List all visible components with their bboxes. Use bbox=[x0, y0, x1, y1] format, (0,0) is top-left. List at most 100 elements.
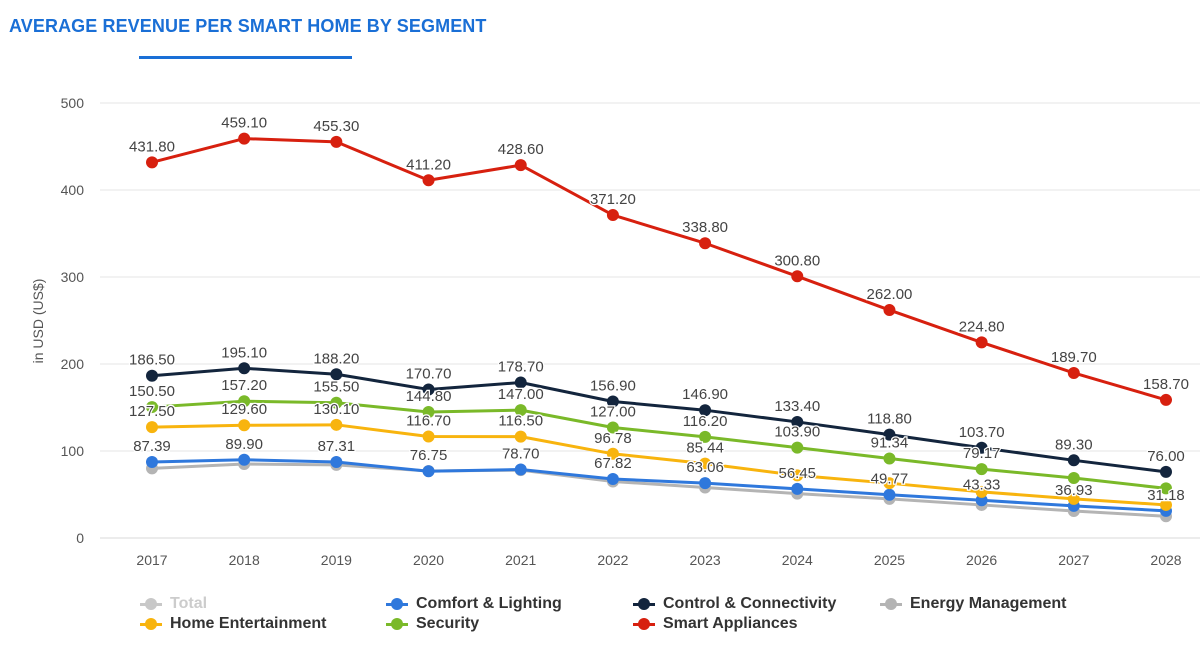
x-tick-label: 2025 bbox=[874, 552, 905, 568]
data-label: 186.50 bbox=[129, 352, 175, 369]
y-tick-label: 300 bbox=[61, 269, 85, 285]
data-point bbox=[238, 132, 251, 145]
data-point bbox=[238, 362, 251, 375]
data-point bbox=[422, 174, 435, 187]
data-point bbox=[422, 383, 435, 396]
data-label: 188.20 bbox=[313, 350, 359, 367]
legend-marker-icon bbox=[386, 598, 408, 610]
data-label: 158.70 bbox=[1143, 376, 1189, 393]
data-point bbox=[791, 482, 804, 495]
data-label: 63.06 bbox=[686, 459, 724, 476]
chart-title: AVERAGE REVENUE PER SMART HOME BY SEGMEN… bbox=[9, 16, 487, 36]
data-point bbox=[1160, 393, 1172, 406]
data-label: 87.39 bbox=[133, 438, 171, 455]
data-label: 130.10 bbox=[313, 401, 359, 418]
data-label: 150.50 bbox=[129, 383, 175, 400]
data-point bbox=[699, 404, 712, 417]
data-label: 89.90 bbox=[225, 436, 263, 453]
data-label: 103.90 bbox=[774, 424, 820, 441]
data-point bbox=[330, 456, 343, 469]
data-label: 178.70 bbox=[498, 359, 544, 376]
data-label: 146.90 bbox=[682, 386, 728, 403]
x-tick-label: 2017 bbox=[136, 552, 167, 568]
data-label: 262.00 bbox=[867, 286, 913, 303]
x-tick-label: 2022 bbox=[597, 552, 628, 568]
data-point bbox=[975, 485, 988, 498]
series-control-connectivity bbox=[146, 362, 1172, 478]
data-point bbox=[238, 419, 251, 432]
data-point bbox=[975, 336, 988, 349]
data-point bbox=[146, 156, 158, 169]
series-line bbox=[151, 399, 1167, 490]
legend-item-control-connectivity[interactable]: Control & Connectivity bbox=[633, 595, 836, 613]
data-label: 87.31 bbox=[318, 438, 356, 455]
data-label: 133.40 bbox=[774, 398, 820, 415]
data-point bbox=[514, 463, 527, 476]
data-point bbox=[422, 406, 435, 419]
series-line bbox=[151, 458, 1167, 513]
data-point bbox=[791, 270, 804, 283]
data-point bbox=[791, 441, 804, 454]
data-point bbox=[1067, 366, 1080, 379]
legend-item-home-entertainment[interactable]: Home Entertainment bbox=[140, 615, 326, 633]
data-point bbox=[146, 421, 158, 434]
data-point bbox=[975, 494, 988, 507]
x-tick-label: 2024 bbox=[782, 552, 813, 568]
data-label: 144.80 bbox=[406, 388, 452, 405]
series-security bbox=[146, 395, 1172, 495]
data-label: 118.80 bbox=[867, 411, 912, 428]
x-tick-label: 2028 bbox=[1150, 552, 1181, 568]
data-point bbox=[883, 488, 896, 501]
legend-item-comfort-lighting[interactable]: Comfort & Lighting bbox=[386, 595, 562, 613]
series-line bbox=[151, 423, 1167, 507]
legend-label: Security bbox=[416, 615, 480, 632]
data-point bbox=[606, 447, 619, 460]
data-point bbox=[791, 469, 804, 482]
legend-label: Control & Connectivity bbox=[663, 595, 837, 612]
data-point bbox=[791, 415, 804, 428]
data-label: 67.82 bbox=[594, 455, 632, 472]
data-point bbox=[146, 369, 158, 382]
y-tick-label: 500 bbox=[61, 95, 85, 111]
data-point bbox=[975, 463, 988, 476]
data-point bbox=[883, 477, 896, 490]
data-label: 116.70 bbox=[406, 412, 451, 429]
data-label: 371.20 bbox=[590, 191, 636, 208]
title-underline bbox=[139, 56, 352, 59]
data-label: 76.75 bbox=[410, 447, 448, 464]
y-axis-label: in USD (US$) bbox=[30, 279, 46, 364]
data-point bbox=[1067, 492, 1080, 505]
legend-item-total[interactable]: Total bbox=[140, 595, 207, 613]
data-label: 96.78 bbox=[594, 430, 632, 447]
x-tick-label: 2021 bbox=[505, 552, 536, 568]
data-label: 127.00 bbox=[590, 404, 636, 421]
y-tick-label: 0 bbox=[76, 530, 84, 546]
data-label: 155.50 bbox=[313, 379, 359, 396]
y-tick-label: 200 bbox=[61, 356, 85, 372]
legend-marker-icon bbox=[633, 598, 655, 610]
data-point bbox=[883, 452, 896, 465]
data-label: 170.70 bbox=[406, 365, 452, 382]
data-label: 224.80 bbox=[959, 318, 1005, 335]
legend-item-smart-appliances[interactable]: Smart Appliances bbox=[633, 615, 798, 633]
series-smart-appliances bbox=[146, 132, 1172, 406]
data-label: 300.80 bbox=[774, 252, 820, 269]
legend-marker-icon bbox=[386, 618, 408, 630]
data-label: 43.33 bbox=[963, 476, 1001, 493]
series-energy-management bbox=[146, 458, 1172, 523]
legend-item-security[interactable]: Security bbox=[386, 615, 479, 633]
legend-label: Smart Appliances bbox=[663, 615, 798, 632]
legend-label: Energy Management bbox=[910, 595, 1067, 612]
data-point bbox=[883, 428, 896, 441]
data-point bbox=[330, 135, 343, 148]
data-label: 189.70 bbox=[1051, 349, 1097, 366]
data-point bbox=[146, 401, 158, 414]
data-label: 91.34 bbox=[871, 435, 909, 452]
data-point bbox=[699, 430, 712, 443]
legend-item-energy-management[interactable]: Energy Management bbox=[880, 595, 1066, 613]
data-label: 431.80 bbox=[129, 138, 175, 155]
legend-label: Comfort & Lighting bbox=[416, 595, 562, 612]
data-label: 85.44 bbox=[686, 440, 724, 457]
data-label: 89.30 bbox=[1055, 436, 1093, 453]
